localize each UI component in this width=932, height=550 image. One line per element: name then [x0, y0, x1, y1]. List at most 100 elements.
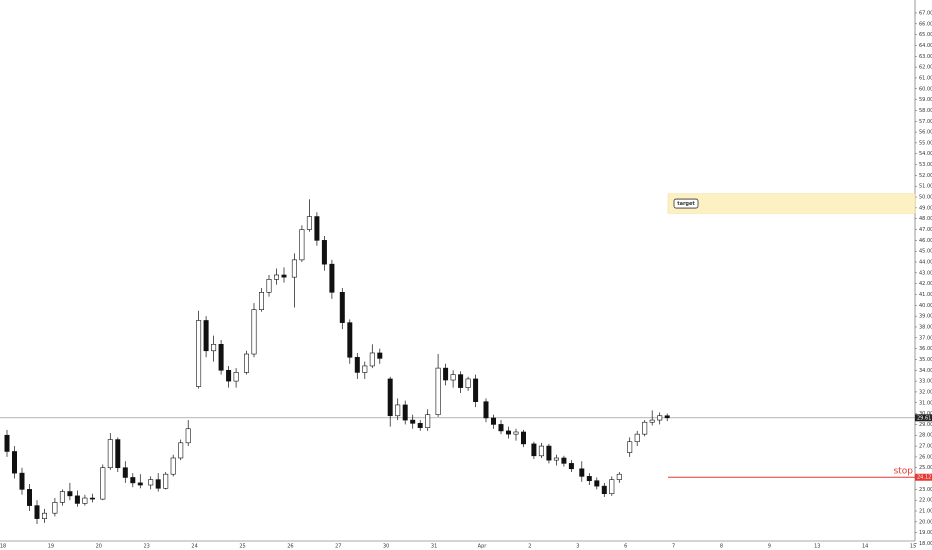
candle-body [402, 404, 408, 421]
candle-body [115, 439, 121, 469]
candle-body [649, 419, 655, 423]
candle-body [251, 309, 257, 355]
candle-body [664, 415, 670, 419]
candle-body [41, 512, 47, 519]
y-tick-label: 31.00 [919, 400, 932, 406]
y-tick-label: 59.00 [919, 97, 932, 103]
y-tick-label: 53.00 [919, 162, 932, 168]
candle-body [34, 505, 40, 519]
candle-body [321, 240, 327, 265]
candle-body [568, 463, 574, 470]
y-tick-label: 21.00 [919, 509, 932, 515]
candle-body [410, 419, 416, 424]
x-tick-label: 8 [720, 544, 723, 550]
candle-body [89, 497, 95, 500]
y-tick-label: 52.00 [919, 173, 932, 179]
candle-body [291, 259, 297, 278]
candle-body [26, 489, 32, 506]
y-tick-label: 38.00 [919, 324, 932, 330]
candle-body [59, 491, 65, 503]
stop-price-label: 24.12 [917, 475, 931, 481]
y-tick-label: 64.00 [919, 43, 932, 49]
candle-body [130, 477, 136, 484]
candle-body [601, 485, 607, 495]
candle-body [266, 279, 272, 293]
x-tick-label: 3 [576, 544, 579, 550]
candle-body [74, 495, 80, 504]
y-tick-label: 33.00 [919, 379, 932, 385]
candle-body [354, 356, 360, 373]
x-tick-label: 2 [528, 544, 531, 550]
stop-label: stop [894, 467, 914, 477]
y-tick-label: 19.00 [919, 530, 932, 536]
candle-body [12, 451, 18, 474]
candle-body [226, 369, 232, 382]
candle-body [627, 441, 633, 453]
candle-body [586, 476, 592, 482]
stop-price-box [915, 473, 932, 481]
candle-body [362, 365, 368, 373]
x-tick-label: 26 [287, 544, 293, 550]
y-tick-label: 57.00 [919, 119, 932, 125]
candle-body [538, 445, 544, 457]
target-label-box [673, 198, 699, 209]
y-tick-label: 28.00 [919, 433, 932, 439]
y-tick-label: 48.00 [919, 216, 932, 222]
y-tick-label: 25.00 [919, 465, 932, 471]
y-tick-label: 63.00 [919, 54, 932, 60]
candle-body [553, 457, 559, 461]
candle-body [642, 421, 648, 435]
target-label: target [677, 201, 695, 207]
candle-body [369, 352, 375, 367]
candle-body [196, 320, 202, 387]
candle-body [19, 472, 25, 490]
x-tick-label: 6 [624, 544, 627, 550]
x-tick-label: 31 [431, 544, 437, 550]
candle-body [185, 428, 191, 444]
x-tick-label: Apr [478, 544, 488, 550]
x-tick-label: 13 [814, 544, 820, 550]
y-tick-label: 22.00 [919, 498, 932, 504]
candle-body [4, 434, 10, 452]
candle-body [634, 433, 640, 443]
candle-body [137, 482, 143, 486]
candle-body [520, 431, 526, 445]
y-tick-label: 29.00 [919, 422, 932, 428]
y-tick-label: 18.00 [919, 541, 932, 547]
x-tick-label: 18 [0, 544, 6, 550]
y-tick-label: 58.00 [919, 108, 932, 114]
x-tick-label: 19 [48, 544, 54, 550]
y-tick-label: 62.00 [919, 65, 932, 71]
y-tick-label: 26.00 [919, 454, 932, 460]
y-tick-label: 47.00 [919, 227, 932, 233]
candle-body [490, 417, 496, 425]
y-tick-label: 49.00 [919, 205, 932, 211]
candle-body [395, 404, 401, 417]
y-tick-label: 56.00 [919, 130, 932, 136]
candle-body [531, 443, 537, 457]
target-zone [667, 193, 916, 214]
candle-body [299, 229, 305, 261]
candle-body [594, 480, 600, 487]
candle-body [100, 467, 106, 500]
y-tick-label: 65.00 [919, 32, 932, 38]
candle-body [458, 374, 464, 388]
candle-body [616, 473, 622, 480]
x-tick-label: 14 [862, 544, 868, 550]
candle-body [148, 479, 154, 486]
y-tick-label: 30.00 [919, 411, 932, 417]
y-tick-label: 46.00 [919, 238, 932, 244]
y-tick-label: 44.00 [919, 260, 932, 266]
y-tick-label: 67.00 [919, 10, 932, 16]
x-tick-label: 25 [239, 544, 245, 550]
candle-body [425, 414, 431, 428]
y-tick-label: 35.00 [919, 357, 932, 363]
candle-body [417, 423, 423, 428]
candle-body [339, 292, 345, 323]
candle-body [155, 479, 161, 489]
y-tick-label: 51.00 [919, 184, 932, 190]
x-tick-label: 15 [910, 544, 916, 550]
y-tick-label: 54.00 [919, 151, 932, 157]
y-tick-label: 23.00 [919, 487, 932, 493]
